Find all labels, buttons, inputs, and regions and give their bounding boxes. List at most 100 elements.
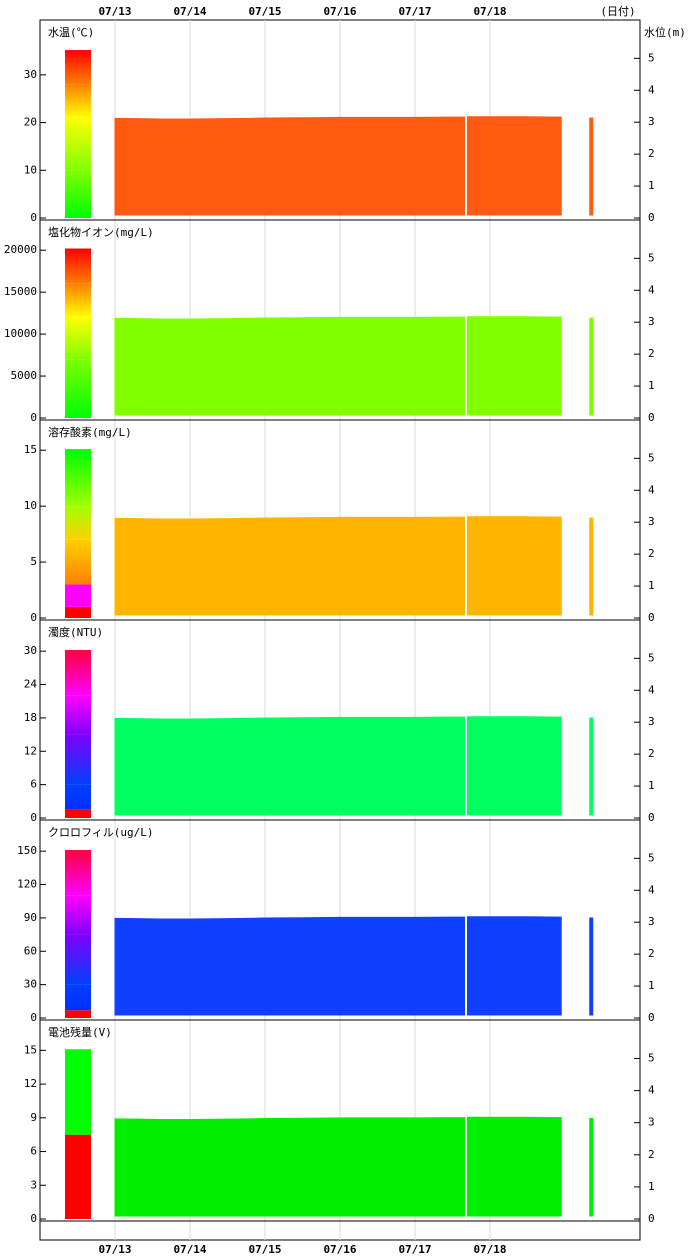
- y-tick-label: 3: [30, 1178, 37, 1191]
- x-tick-label: 07/18: [473, 1243, 506, 1256]
- y-tick-label: 6: [30, 778, 37, 791]
- colorbar-segment: [65, 170, 91, 218]
- y2-tick-label: 2: [648, 1148, 655, 1161]
- y-tick-label: 0: [30, 611, 37, 624]
- y2-tick-label: 4: [648, 683, 655, 696]
- y2-tick-label: 4: [648, 483, 655, 496]
- y2-tick-label: 0: [648, 611, 655, 624]
- y2-tick-label: 1: [648, 979, 655, 992]
- y-tick-label: 30: [24, 978, 37, 991]
- colorbar-segment: [65, 1134, 91, 1219]
- colorbar-segment: [65, 650, 91, 696]
- y2-tick-label: 0: [648, 1212, 655, 1225]
- colorbar-segment: [65, 317, 91, 360]
- colorbar-segment: [65, 359, 91, 418]
- y2-tick-label: 2: [648, 147, 655, 160]
- x-tick-label: 07/17: [398, 5, 431, 18]
- y2-tick-label: 5: [648, 851, 655, 864]
- y2-tick-label: 3: [648, 115, 655, 128]
- y2-tick-label: 1: [648, 779, 655, 792]
- colorbar-segment: [65, 734, 91, 785]
- y2-tick-label: 0: [648, 211, 655, 224]
- x-tick-label: 07/15: [248, 1243, 281, 1256]
- colorbar-segment: [65, 539, 91, 585]
- x-tick-label: 07/15: [248, 5, 281, 18]
- y-tick-label: 5: [30, 555, 37, 568]
- y-tick-label: 30: [24, 68, 37, 81]
- x-tick-label: 07/17: [398, 1243, 431, 1256]
- y2-tick-label: 2: [648, 347, 655, 360]
- y2-tick-label: 4: [648, 1084, 655, 1097]
- depth-area: [114, 716, 594, 816]
- y2-tick-label: 3: [648, 315, 655, 328]
- y2-tick-label: 3: [648, 915, 655, 928]
- colorbar-segment: [65, 283, 91, 318]
- x-tick-label: 07/18: [473, 5, 506, 18]
- colorbar-segment: [65, 984, 91, 1011]
- y-tick-label: 60: [24, 944, 37, 957]
- colorbar-segment: [65, 606, 91, 618]
- y-tick-label: 10: [24, 499, 37, 512]
- y2-tick-label: 0: [648, 811, 655, 824]
- y-tick-label: 120: [17, 878, 37, 891]
- y-tick-label: 5000: [11, 369, 38, 382]
- colorbar-segment: [65, 1049, 91, 1135]
- y-tick-label: 90: [24, 911, 37, 924]
- panel-title: 塩化物イオン(mg/L): [48, 225, 154, 239]
- colorbar-segment: [65, 449, 91, 507]
- y-tick-label: 12: [24, 744, 37, 757]
- y2-tick-label: 1: [648, 1180, 655, 1193]
- y-tick-label: 10: [24, 163, 37, 176]
- panel-title: 水温(℃): [48, 26, 94, 39]
- colorbar-segment: [65, 248, 91, 284]
- y2-tick-label: 1: [648, 179, 655, 192]
- depth-area: [114, 1116, 594, 1217]
- colorbar-segment: [65, 506, 91, 540]
- colorbar-segment: [65, 84, 91, 118]
- x-tick-label: 07/16: [323, 1243, 356, 1256]
- y-tick-label: 0: [30, 211, 37, 224]
- y-tick-label: 150: [17, 844, 37, 857]
- y2-tick-label: 5: [648, 1052, 655, 1065]
- y2-tick-label: 3: [648, 515, 655, 528]
- y-tick-label: 15: [24, 1043, 37, 1056]
- colorbar-segment: [65, 584, 91, 607]
- y-tick-label: 15000: [4, 285, 37, 298]
- y2-tick-label: 3: [648, 1116, 655, 1129]
- x-tick-label: 07/14: [173, 5, 206, 18]
- y-tick-label: 15: [24, 443, 37, 456]
- depth-area: [114, 916, 594, 1016]
- y2-tick-label: 3: [648, 715, 655, 728]
- y-tick-label: 0: [30, 811, 37, 824]
- x-tick-label: 07/13: [98, 5, 131, 18]
- y-tick-label: 20: [24, 116, 37, 129]
- y2-tick-label: 4: [648, 83, 655, 96]
- depth-area: [114, 116, 594, 216]
- y2-tick-label: 1: [648, 579, 655, 592]
- y-tick-label: 18: [24, 711, 37, 724]
- y2-tick-label: 1: [648, 379, 655, 392]
- colorbar-segment: [65, 784, 91, 810]
- colorbar-segment: [65, 850, 91, 896]
- colorbar-segment: [65, 50, 91, 85]
- y2-tick-label: 0: [648, 1011, 655, 1024]
- colorbar-segment: [65, 895, 91, 935]
- y2-tick-label: 2: [648, 947, 655, 960]
- y-tick-label: 0: [30, 1011, 37, 1024]
- y-tick-label: 20000: [4, 243, 37, 256]
- y-tick-label: 30: [24, 644, 37, 657]
- colorbar-segment: [65, 695, 91, 735]
- panel-title: クロロフィル(ug/L): [48, 826, 154, 839]
- panel-title: 電池残量(V): [48, 1025, 112, 1039]
- y2-tick-label: 5: [648, 451, 655, 464]
- y2-tick-label: 2: [648, 547, 655, 560]
- depth-area: [114, 516, 594, 616]
- y-tick-label: 9: [30, 1111, 37, 1124]
- depth-area: [114, 316, 594, 416]
- y-tick-label: 6: [30, 1145, 37, 1158]
- y2-tick-label: 4: [648, 283, 655, 296]
- x-tick-label: 07/13: [98, 1243, 131, 1256]
- y-tick-label: 0: [30, 1212, 37, 1225]
